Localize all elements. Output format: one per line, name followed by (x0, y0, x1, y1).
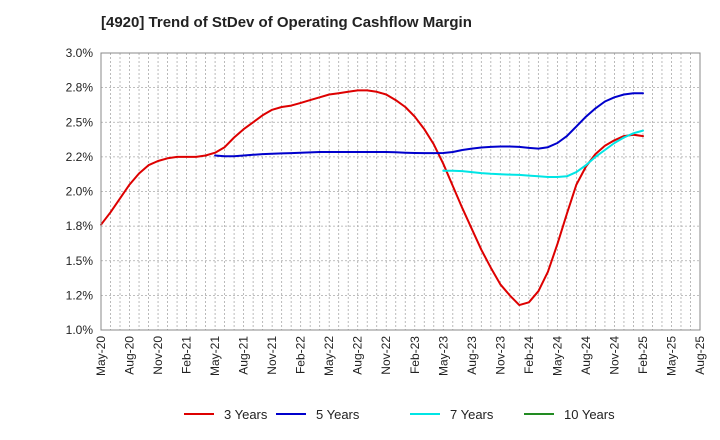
x-tick-label: Feb-22 (294, 336, 308, 374)
x-tick-label: Aug-22 (351, 336, 365, 375)
x-tick-label: Aug-24 (579, 336, 593, 375)
x-tick-label: Aug-20 (123, 336, 137, 375)
y-tick-label: 2.0% (66, 185, 94, 199)
legend-label: 3 Years (224, 407, 268, 422)
x-tick-label: Nov-24 (607, 336, 621, 375)
y-tick-label: 3.0% (66, 46, 94, 60)
legend-label: 7 Years (450, 407, 494, 422)
plot-area (101, 53, 700, 330)
x-tick-label: Feb-25 (636, 336, 650, 374)
x-tick-label: May-23 (436, 336, 450, 376)
x-tick-label: May-25 (664, 336, 678, 376)
x-tick-label: May-21 (208, 336, 222, 376)
x-axis: May-20 Aug-20 Nov-20 Feb-21 May-21 Aug-21 Nov-… (94, 336, 707, 376)
x-tick-label: Feb-21 (180, 336, 194, 374)
x-tick-label: Aug-25 (693, 336, 707, 375)
legend-label: 5 Years (316, 407, 360, 422)
x-tick-label: May-24 (550, 336, 564, 376)
x-tick-label: Nov-23 (493, 336, 507, 375)
y-tick-label: 1.2% (66, 288, 94, 302)
y-tick-label: 2.2% (66, 150, 94, 164)
x-tick-label: May-22 (322, 336, 336, 376)
y-axis: 1.0% 1.2% 1.5% 1.8% 2.0% 2.2% 2.5% 2.8% 3.0% (66, 46, 94, 337)
legend: 3 Years 5 Years 7 Years 10 Years (184, 407, 615, 422)
x-tick-label: Feb-23 (408, 336, 422, 374)
x-tick-label: Nov-21 (265, 336, 279, 375)
x-tick-label: Nov-22 (379, 336, 393, 375)
legend-label: 10 Years (564, 407, 615, 422)
y-tick-label: 1.5% (66, 254, 94, 268)
plot-border (100, 52, 701, 331)
y-tick-label: 1.0% (66, 323, 94, 337)
y-tick-label: 1.8% (66, 219, 94, 233)
x-tick-label: Nov-20 (151, 336, 165, 375)
x-tick-label: Aug-23 (465, 336, 479, 375)
y-tick-label: 2.5% (66, 115, 94, 129)
series-line-3-years (100, 89, 644, 307)
y-tick-label: 2.8% (66, 81, 94, 95)
chart-title: [4920] Trend of StDev of Operating Cashf… (101, 14, 472, 31)
series-lines (100, 89, 644, 307)
x-tick-label: May-20 (94, 336, 108, 376)
series-line-5-years (214, 92, 644, 158)
series-line-7-years (442, 129, 644, 178)
x-tick-label: Feb-24 (522, 336, 536, 374)
x-tick-label: Aug-21 (237, 336, 251, 375)
